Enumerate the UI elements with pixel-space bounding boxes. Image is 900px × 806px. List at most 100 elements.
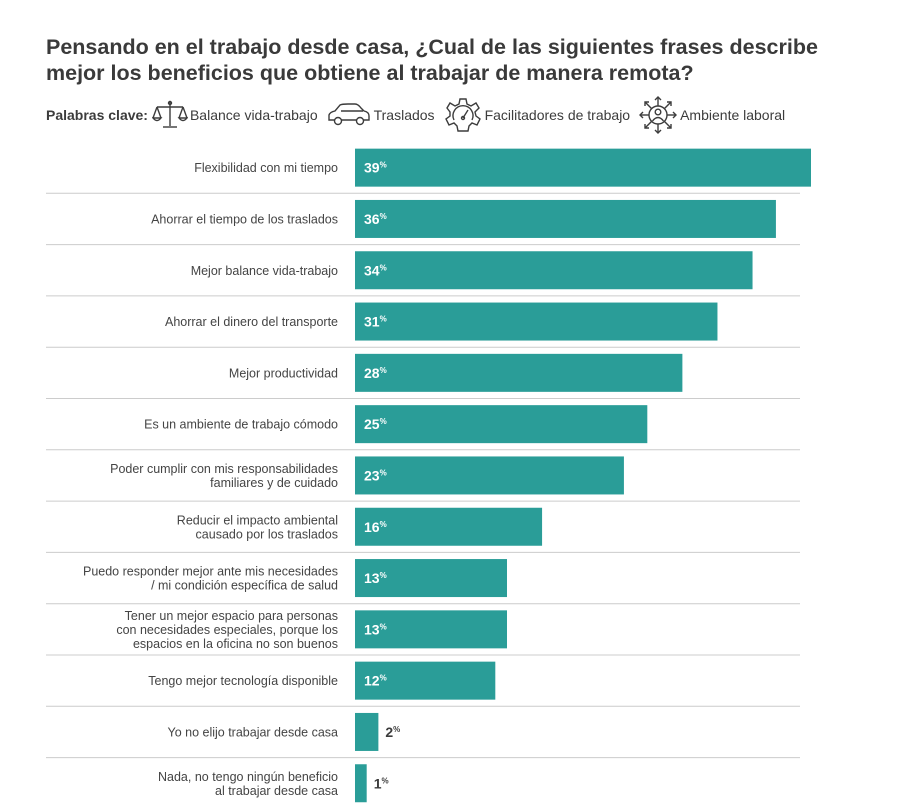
category-label: Nada, no tengo ningún beneficio al trabaj… [158, 770, 338, 798]
category-label-line: Ahorrar el tiempo de los traslados [151, 212, 338, 226]
bar [355, 661, 496, 700]
value-number: 31 [364, 314, 380, 330]
bar [355, 405, 648, 444]
value-unit: % [380, 212, 387, 221]
value-unit: % [380, 571, 387, 580]
keyword-balance: Balance vida-trabajo [151, 98, 318, 132]
category-label: Reducir el impacto ambiental causado por … [177, 513, 338, 541]
value-label: 28% [364, 365, 387, 381]
keyword-facilitadores: Facilitadores de trabajo [443, 96, 631, 134]
value-unit: % [380, 263, 387, 272]
gear-speedometer-icon [444, 98, 481, 132]
category-label-line: familiares y de cuidado [210, 476, 338, 490]
bar [355, 456, 624, 495]
bar [355, 251, 753, 290]
value-unit: % [380, 366, 387, 375]
value-number: 2 [385, 724, 393, 740]
value-label: 13% [364, 621, 387, 637]
category-label-line: Nada, no tengo ningún beneficio [158, 770, 338, 784]
value-label: 25% [364, 416, 387, 432]
value-label: 31% [364, 314, 387, 330]
keyword-text: Ambiente laboral [680, 107, 786, 123]
value-label: 12% [364, 673, 387, 689]
value-number: 39 [364, 160, 380, 176]
keyword-text: Facilitadores de trabajo [484, 107, 631, 123]
value-unit: % [380, 674, 387, 683]
category-label-line: Mejor productividad [229, 366, 338, 380]
category-label: Tener un mejor espacio para personas con … [116, 609, 338, 651]
value-unit: % [393, 725, 400, 734]
person-arrows-icon [639, 96, 678, 134]
category-label: Puedo responder mejor ante mis necesidad… [83, 565, 338, 593]
value-unit: % [380, 622, 387, 631]
value-unit: % [380, 520, 387, 529]
category-label: Yo no elijo trabajar desde casa [168, 725, 339, 739]
category-label: Flexibilidad con mi tiempo [194, 161, 338, 175]
keywords-legend: Palabras clave: Balance vida-trabajo Tra… [46, 94, 793, 136]
value-unit: % [380, 468, 387, 477]
category-label-line: / mi condición específica de salud [151, 579, 338, 593]
category-label: Es un ambiente de trabajo cómodo [144, 418, 338, 432]
bar [355, 559, 507, 598]
value-number: 13 [364, 621, 380, 637]
bar [355, 764, 367, 803]
category-label: Ahorrar el tiempo de los traslados [151, 212, 338, 226]
category-label-line: Poder cumplir con mis responsabilidades [110, 462, 338, 476]
category-label-line: Es un ambiente de trabajo cómodo [144, 418, 338, 432]
value-label: 2% [385, 724, 400, 740]
value-unit: % [380, 161, 387, 170]
keyword-text: Traslados [373, 107, 435, 123]
category-label-line: Tener un mejor espacio para personas [125, 609, 338, 623]
keyword-text: Balance vida-trabajo [189, 107, 318, 123]
category-label-line: causado por los traslados [196, 527, 338, 541]
category-label-line: al trabajar desde casa [215, 784, 338, 798]
category-label-line: Ahorrar el dinero del transporte [165, 315, 338, 329]
category-label: Mejor productividad [229, 366, 338, 380]
bar [355, 302, 718, 341]
value-unit: % [381, 776, 388, 785]
category-label: Tengo mejor tecnología disponible [148, 674, 338, 688]
value-label: 23% [364, 467, 387, 483]
value-label: 34% [364, 262, 387, 278]
category-label: Poder cumplir con mis responsabilidades f… [110, 462, 338, 490]
category-label: Ahorrar el dinero del transporte [165, 315, 338, 329]
bar [355, 353, 683, 392]
value-label: 39% [364, 160, 387, 176]
bar [355, 507, 543, 546]
category-label-line: espacios en la oficina no son buenos [133, 637, 338, 651]
value-label: 36% [364, 211, 387, 227]
category-label-line: Reducir el impacto ambiental [177, 513, 338, 527]
keyword-ambiente: Ambiente laboral [638, 95, 785, 135]
value-number: 23 [364, 467, 380, 483]
value-unit: % [380, 417, 387, 426]
value-number: 13 [364, 570, 380, 586]
value-number: 12 [364, 673, 380, 689]
value-number: 34 [364, 262, 380, 278]
value-number: 16 [364, 519, 380, 535]
value-label: 1% [374, 775, 389, 791]
value-number: 36 [364, 211, 380, 227]
bar [355, 712, 379, 751]
value-label: 13% [364, 570, 387, 586]
category-label-line: Flexibilidad con mi tiempo [194, 161, 338, 175]
car-icon [327, 103, 370, 126]
balance-scale-icon [151, 100, 188, 128]
value-number: 1 [374, 775, 382, 791]
keyword-traslados: Traslados [326, 100, 435, 130]
bar [355, 148, 811, 187]
value-number: 25 [364, 416, 380, 432]
chart-title: Pensando en el trabajo desde casa, ¿Cual… [46, 35, 818, 85]
bar [355, 610, 507, 649]
category-label-line: Yo no elijo trabajar desde casa [168, 725, 339, 739]
category-label-line: Mejor balance vida-trabajo [191, 264, 338, 278]
value-number: 28 [364, 365, 380, 381]
value-label: 16% [364, 519, 387, 535]
category-label-line: Tengo mejor tecnología disponible [148, 674, 338, 688]
bar [355, 199, 776, 238]
category-label-line: Puedo responder mejor ante mis necesidad… [83, 565, 338, 579]
category-label: Mejor balance vida-trabajo [191, 264, 338, 278]
value-unit: % [380, 315, 387, 324]
category-label-line: con necesidades especiales, porque los [116, 623, 338, 637]
keywords-label: Palabras clave: [46, 107, 148, 123]
